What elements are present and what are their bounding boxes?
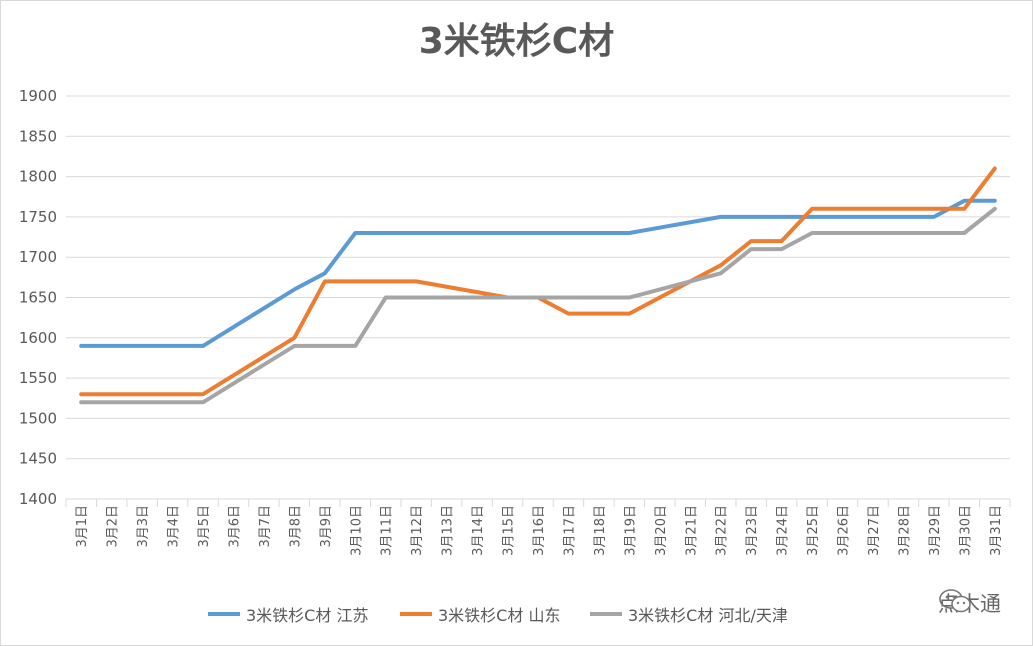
x-tick-label: 3月11日 — [380, 505, 395, 556]
y-tick-label: 1750 — [19, 208, 57, 226]
x-tick-label: 3月13日 — [441, 505, 456, 556]
x-tick-label: 3月7日 — [258, 505, 273, 548]
x-tick-label: 3月17日 — [562, 505, 577, 556]
x-tick-label: 3月18日 — [593, 505, 608, 556]
x-tick-label: 3月16日 — [532, 505, 547, 556]
x-tick-label: 3月21日 — [684, 505, 699, 556]
legend-swatch — [400, 612, 432, 616]
x-tick-label: 3月15日 — [502, 505, 517, 556]
legend-item: 3米铁杉C材 江苏 — [208, 601, 368, 627]
legend-label: 3米铁杉C材 山东 — [438, 606, 561, 625]
y-tick-label: 1400 — [19, 490, 57, 508]
x-tick-label: 3月28日 — [897, 505, 912, 556]
x-tick-label: 3月25日 — [806, 505, 821, 556]
x-tick-label: 3月4日 — [167, 505, 182, 548]
x-tick-label: 3月1日 — [75, 505, 90, 548]
series-line-1 — [79, 198, 997, 348]
x-tick-label: 3月5日 — [197, 505, 212, 548]
x-tick-label: 3月27日 — [867, 505, 882, 556]
y-tick-label: 1550 — [19, 369, 57, 387]
x-tick-label: 3月30日 — [958, 505, 973, 556]
y-tick-label: 1500 — [19, 409, 57, 427]
x-tick-label: 3月14日 — [471, 505, 486, 556]
y-tick-label: 1600 — [19, 329, 57, 347]
y-tick-label: 1900 — [19, 87, 57, 105]
chart-legend: 3米铁杉C材 江苏 3米铁杉C材 山东 3米铁杉C材 河北/天津 — [0, 601, 1033, 627]
x-tick-label: 3月26日 — [837, 505, 852, 556]
y-tick-label: 1700 — [19, 248, 57, 266]
x-tick-label: 3月8日 — [288, 505, 303, 548]
legend-swatch — [590, 612, 622, 616]
watermark: 点木通 — [938, 588, 1001, 618]
x-tick-label: 3月31日 — [989, 505, 1004, 556]
series-line-3 — [79, 206, 997, 405]
x-tick-label: 3月22日 — [715, 505, 730, 556]
x-tick-label: 3月9日 — [319, 505, 334, 548]
x-tick-label: 3月29日 — [928, 505, 943, 556]
y-tick-label: 1800 — [19, 168, 57, 186]
legend-label: 3米铁杉C材 河北/天津 — [628, 606, 788, 625]
x-tick-label: 3月20日 — [654, 505, 669, 556]
x-tick-label: 3月24日 — [776, 505, 791, 556]
y-tick-label: 1450 — [19, 450, 57, 468]
legend-label: 3米铁杉C材 江苏 — [246, 606, 369, 625]
wechat-icon — [939, 589, 971, 613]
y-tick-label: 1850 — [19, 127, 57, 145]
chart-title: 3米铁杉C材 — [418, 21, 615, 62]
x-tick-label: 3月23日 — [745, 505, 760, 556]
legend-item: 3米铁杉C材 河北/天津 — [590, 601, 788, 627]
legend-item: 3米铁杉C材 山东 — [400, 601, 560, 627]
x-tick-label: 3月3日 — [136, 505, 151, 548]
x-tick-label: 3月6日 — [227, 505, 242, 548]
legend-swatch — [208, 612, 240, 616]
series-line-2 — [79, 166, 997, 397]
x-tick-label: 3月12日 — [410, 505, 425, 556]
y-tick-label: 1650 — [19, 289, 57, 307]
x-tick-label: 3月2日 — [106, 505, 121, 548]
x-tick-label: 3月19日 — [623, 505, 638, 556]
x-tick-label: 3月10日 — [349, 505, 364, 556]
